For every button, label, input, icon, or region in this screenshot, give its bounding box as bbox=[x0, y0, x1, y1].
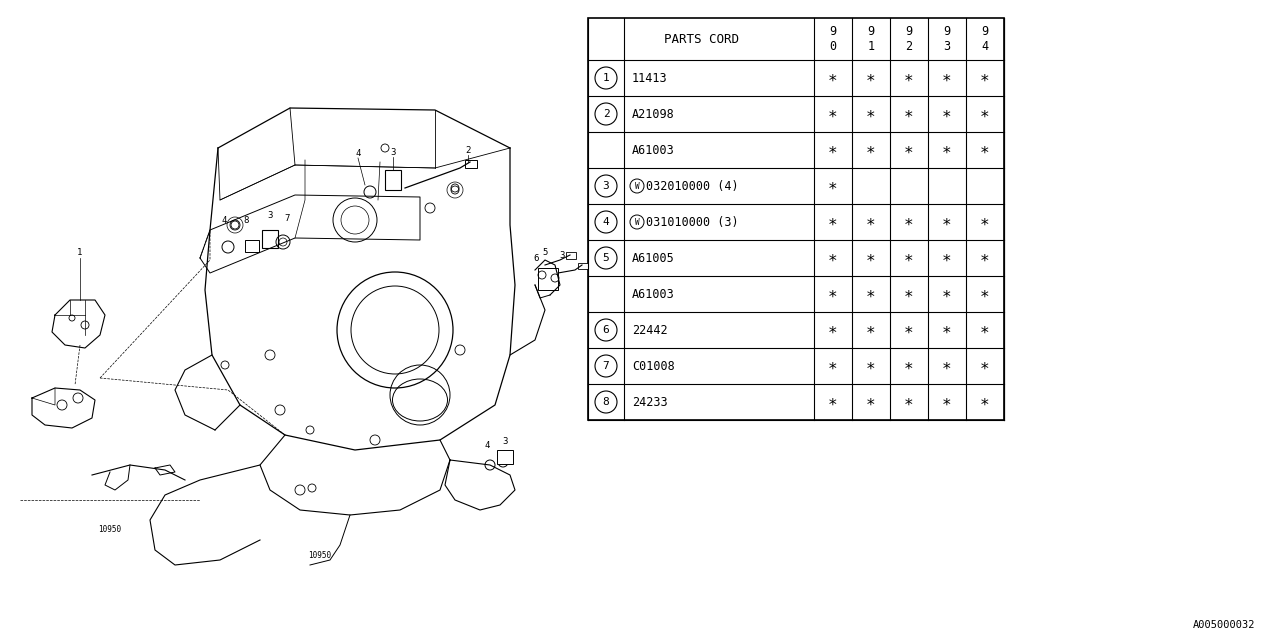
Text: 5: 5 bbox=[543, 248, 548, 257]
Text: 9
3: 9 3 bbox=[943, 25, 951, 53]
Text: ∗: ∗ bbox=[942, 358, 952, 374]
Bar bbox=[262, 230, 278, 248]
Text: A61003: A61003 bbox=[632, 143, 675, 157]
Text: ∗: ∗ bbox=[828, 143, 838, 157]
Text: 6: 6 bbox=[603, 325, 609, 335]
Text: 2: 2 bbox=[603, 109, 609, 119]
Text: ∗: ∗ bbox=[942, 214, 952, 230]
Text: 9
0: 9 0 bbox=[829, 25, 837, 53]
Text: ∗: ∗ bbox=[942, 106, 952, 122]
Text: 031010000 (3): 031010000 (3) bbox=[646, 216, 739, 228]
Text: ∗: ∗ bbox=[980, 214, 989, 230]
Text: ∗: ∗ bbox=[904, 323, 914, 337]
Text: 9
1: 9 1 bbox=[868, 25, 874, 53]
Text: ∗: ∗ bbox=[828, 70, 838, 86]
Text: ∗: ∗ bbox=[980, 394, 989, 410]
Text: 10950: 10950 bbox=[308, 550, 332, 559]
Text: ∗: ∗ bbox=[904, 214, 914, 230]
Text: ∗: ∗ bbox=[942, 323, 952, 337]
Bar bbox=[588, 18, 1004, 420]
Text: 6: 6 bbox=[534, 253, 539, 262]
Text: ∗: ∗ bbox=[904, 250, 914, 266]
Text: PARTS CORD: PARTS CORD bbox=[663, 33, 739, 45]
Text: 032010000 (4): 032010000 (4) bbox=[646, 179, 739, 193]
Text: ∗: ∗ bbox=[980, 106, 989, 122]
Text: ∗: ∗ bbox=[904, 70, 914, 86]
Text: 22442: 22442 bbox=[632, 323, 668, 337]
Text: W: W bbox=[635, 182, 639, 191]
Text: ∗: ∗ bbox=[980, 323, 989, 337]
Text: A21098: A21098 bbox=[632, 108, 675, 120]
Text: 3: 3 bbox=[502, 438, 508, 447]
Text: ∗: ∗ bbox=[942, 250, 952, 266]
Text: C01008: C01008 bbox=[632, 360, 675, 372]
Text: ∗: ∗ bbox=[828, 179, 838, 193]
Text: ∗: ∗ bbox=[867, 106, 876, 122]
Text: ∗: ∗ bbox=[828, 358, 838, 374]
Text: A61005: A61005 bbox=[632, 252, 675, 264]
Text: ∗: ∗ bbox=[828, 214, 838, 230]
Text: ∗: ∗ bbox=[867, 323, 876, 337]
Text: ∗: ∗ bbox=[980, 250, 989, 266]
Text: 10950: 10950 bbox=[99, 525, 122, 534]
Text: ∗: ∗ bbox=[867, 250, 876, 266]
Bar bbox=[579, 263, 588, 269]
Text: 4: 4 bbox=[603, 217, 609, 227]
Text: ∗: ∗ bbox=[904, 358, 914, 374]
Text: 7: 7 bbox=[284, 214, 289, 223]
Text: ∗: ∗ bbox=[828, 106, 838, 122]
Text: ∗: ∗ bbox=[942, 70, 952, 86]
Text: ∗: ∗ bbox=[867, 70, 876, 86]
Text: A61003: A61003 bbox=[632, 287, 675, 301]
Text: 11413: 11413 bbox=[632, 72, 668, 84]
Text: A005000032: A005000032 bbox=[1193, 620, 1254, 630]
Text: ∗: ∗ bbox=[942, 287, 952, 301]
Bar bbox=[244, 240, 259, 252]
Text: 3: 3 bbox=[268, 211, 273, 220]
Text: ∗: ∗ bbox=[828, 250, 838, 266]
Text: ∗: ∗ bbox=[904, 106, 914, 122]
Text: 4: 4 bbox=[484, 440, 490, 449]
Bar bbox=[566, 252, 576, 259]
Text: 9
4: 9 4 bbox=[982, 25, 988, 53]
Text: 1: 1 bbox=[77, 248, 83, 257]
Text: 5: 5 bbox=[603, 253, 609, 263]
Text: ∗: ∗ bbox=[942, 143, 952, 157]
Text: ∗: ∗ bbox=[980, 70, 989, 86]
Text: 3: 3 bbox=[559, 250, 564, 259]
Text: ∗: ∗ bbox=[867, 287, 876, 301]
Text: ∗: ∗ bbox=[980, 358, 989, 374]
Text: ∗: ∗ bbox=[980, 143, 989, 157]
Bar bbox=[538, 268, 558, 290]
Text: ∗: ∗ bbox=[942, 394, 952, 410]
Bar bbox=[385, 170, 401, 190]
Bar bbox=[465, 160, 477, 168]
Text: 8: 8 bbox=[603, 397, 609, 407]
Text: 1: 1 bbox=[603, 73, 609, 83]
Text: ∗: ∗ bbox=[867, 358, 876, 374]
Text: ∗: ∗ bbox=[867, 214, 876, 230]
Text: ∗: ∗ bbox=[904, 394, 914, 410]
Text: ∗: ∗ bbox=[867, 394, 876, 410]
Text: 4: 4 bbox=[356, 148, 361, 157]
Text: ∗: ∗ bbox=[867, 143, 876, 157]
Text: ∗: ∗ bbox=[828, 323, 838, 337]
Text: ∗: ∗ bbox=[828, 394, 838, 410]
Text: 24233: 24233 bbox=[632, 396, 668, 408]
Bar bbox=[497, 450, 513, 464]
Text: W: W bbox=[635, 218, 639, 227]
Text: 3: 3 bbox=[603, 181, 609, 191]
Text: 2: 2 bbox=[466, 145, 471, 154]
Text: 3: 3 bbox=[390, 147, 396, 157]
Text: ∗: ∗ bbox=[828, 287, 838, 301]
Text: 7: 7 bbox=[603, 361, 609, 371]
Text: ∗: ∗ bbox=[904, 143, 914, 157]
Text: 4: 4 bbox=[221, 216, 227, 225]
Text: 8: 8 bbox=[243, 216, 248, 225]
Text: 9
2: 9 2 bbox=[905, 25, 913, 53]
Text: ∗: ∗ bbox=[980, 287, 989, 301]
Text: ∗: ∗ bbox=[904, 287, 914, 301]
